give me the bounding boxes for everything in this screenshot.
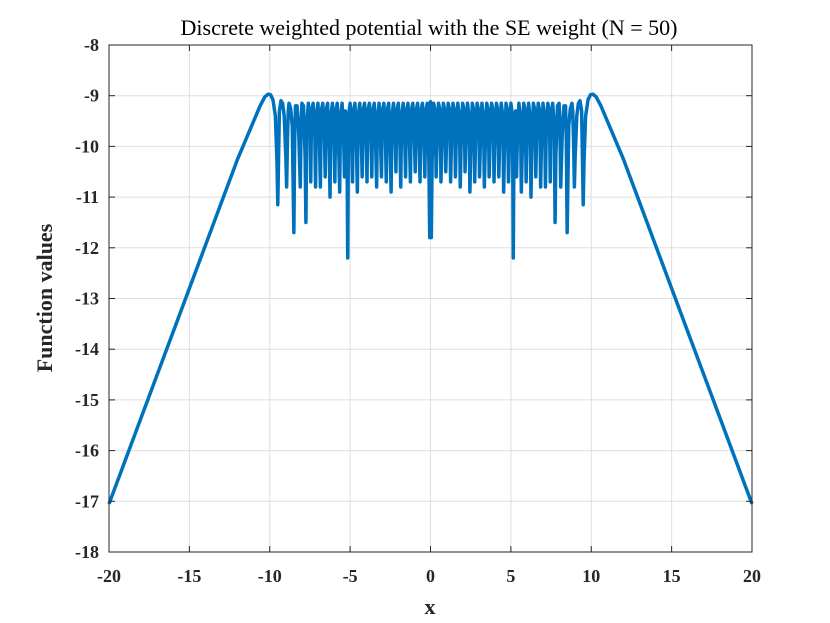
y-tick-label: -13 bbox=[75, 289, 99, 309]
series-line bbox=[107, 92, 754, 505]
x-tick-label: 0 bbox=[426, 566, 435, 586]
x-tick-label: 20 bbox=[743, 566, 761, 586]
y-tick-label: -10 bbox=[75, 136, 99, 156]
y-tick-label: -15 bbox=[75, 390, 99, 410]
x-tick-label: 10 bbox=[582, 566, 600, 586]
y-tick-label: -11 bbox=[76, 187, 99, 207]
chart-title: Discrete weighted potential with the SE … bbox=[181, 15, 678, 40]
x-tick-label: -10 bbox=[258, 566, 282, 586]
y-tick-label: -18 bbox=[75, 542, 99, 562]
x-tick-label: 15 bbox=[663, 566, 681, 586]
x-tick-label: -5 bbox=[343, 566, 358, 586]
x-axis-label: x bbox=[425, 594, 436, 619]
y-tick-label: -16 bbox=[75, 441, 99, 461]
plot-area bbox=[107, 92, 754, 505]
axes-ticks: -20 -15 -10 -5 0 5 10 15 20 -8 -9 -10 -11 -12 -13 -14 -1… bbox=[75, 35, 761, 586]
x-tick-label: 5 bbox=[506, 566, 515, 586]
y-axis-label: Function values bbox=[32, 223, 57, 372]
y-tick-label: -12 bbox=[75, 238, 99, 258]
x-tick-label: -15 bbox=[177, 566, 201, 586]
y-tick-label: -17 bbox=[75, 491, 99, 511]
y-tick-label: -8 bbox=[84, 35, 99, 55]
x-tick-label: -20 bbox=[97, 566, 121, 586]
y-tick-label: -9 bbox=[84, 86, 99, 106]
y-tick-label: -14 bbox=[75, 339, 99, 359]
